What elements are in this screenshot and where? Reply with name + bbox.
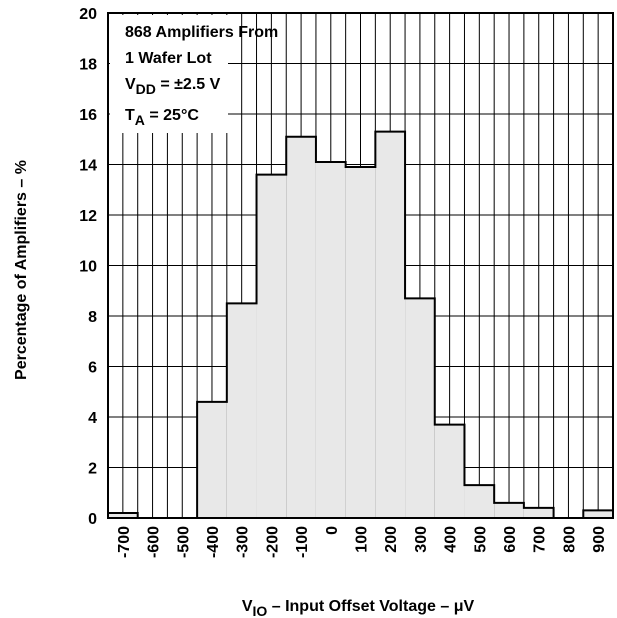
x-tick-label: 900 <box>591 526 608 553</box>
x-tick-label: -400 <box>205 526 222 558</box>
y-tick-label: 16 <box>79 107 97 124</box>
x-tick-label: 200 <box>383 526 400 553</box>
histogram-outline <box>107 130 614 519</box>
x-tick-label: 100 <box>354 526 371 553</box>
y-tick-label: 0 <box>88 511 97 528</box>
y-tick-labels: 0 2 4 6 8 10 12 14 16 18 20 <box>79 6 97 528</box>
x-tick-label: 500 <box>472 526 489 553</box>
histogram-bar <box>345 167 376 518</box>
y-tick-label: 10 <box>79 259 97 276</box>
x-tick-label: 700 <box>532 526 549 553</box>
histogram-bar <box>375 131 406 519</box>
x-tick-label: -200 <box>264 526 281 558</box>
plot-frame <box>107 12 614 519</box>
x-tick-label: -600 <box>146 526 163 558</box>
y-tick-label: 2 <box>88 461 97 478</box>
histogram-bar <box>434 424 465 518</box>
y-tick-label: 4 <box>88 410 97 427</box>
annotation-line-2: 1 Wafer Lot <box>125 50 212 67</box>
y-tick-label: 8 <box>88 309 97 326</box>
x-tick-label: -300 <box>235 526 252 558</box>
x-tick-labels: -700 -600 -500 -400 -300 -200 -100 0 100 200 300 40… <box>116 526 608 558</box>
histogram-bar <box>256 174 287 518</box>
x-tick-label: 800 <box>561 526 578 553</box>
y-tick-label: 6 <box>88 360 97 377</box>
histogram-bar <box>226 303 257 518</box>
histogram-bar <box>494 502 524 518</box>
histogram-bar <box>108 512 138 518</box>
y-tick-label: 18 <box>79 57 97 74</box>
annotation-line-4: TA = 25°C <box>125 107 199 128</box>
x-tick-label: -100 <box>294 526 311 558</box>
annotation-line-3: VDD = ±2.5 V <box>125 76 221 97</box>
x-tick-label: -500 <box>175 526 192 558</box>
x-tick-label: -700 <box>116 526 133 558</box>
y-tick-label: 20 <box>79 6 97 23</box>
histogram-bar <box>583 510 613 518</box>
histogram-bar <box>405 298 435 518</box>
y-tick-label: 14 <box>79 158 97 175</box>
annotation-background <box>110 15 228 133</box>
annotation-line-1: 868 Amplifiers From <box>125 24 278 41</box>
annotation-box: 868 Amplifiers From 1 Wafer Lot VDD = ±2… <box>110 15 278 133</box>
x-axis-label: VIO – Input Offset Voltage – μV <box>242 598 475 618</box>
x-tick-label: 300 <box>413 526 430 553</box>
histogram-bar <box>286 136 316 518</box>
x-tick-label: 0 <box>324 526 341 535</box>
y-axis-label: Percentage of Amplifiers – % <box>13 160 30 380</box>
x-tick-label: 400 <box>443 526 460 553</box>
x-tick-label: 600 <box>502 526 519 553</box>
histogram-bar <box>315 161 346 518</box>
histogram-bar <box>464 485 495 518</box>
histogram-bar <box>197 401 227 518</box>
y-tick-label: 12 <box>79 208 97 225</box>
histogram-bar <box>523 507 554 518</box>
histogram-bars <box>108 131 613 519</box>
